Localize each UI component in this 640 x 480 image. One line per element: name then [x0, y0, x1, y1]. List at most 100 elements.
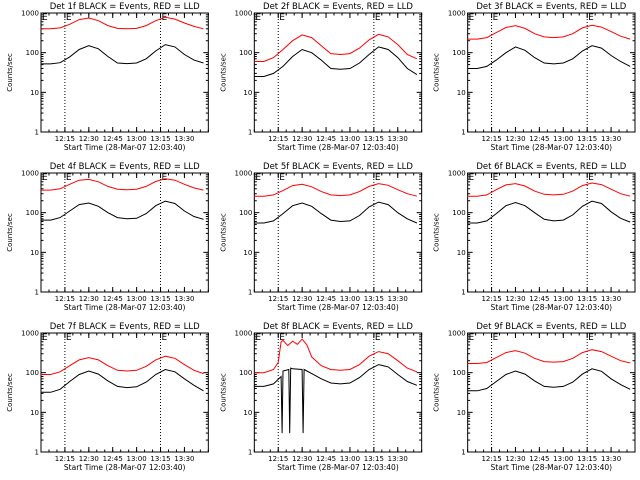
y-axis-label: Counts/sec	[219, 373, 227, 412]
series-line-events	[254, 201, 418, 224]
y-axis-label: Counts/sec	[219, 53, 227, 92]
chart-panel-7: Det 7f BLACK = Events, RED = LLD 1 10 100 10…	[6, 322, 209, 472]
y-axis-label: Counts/sec	[433, 213, 441, 252]
y-tick-label: 1000	[235, 10, 253, 18]
x-tick-label: 13:00	[127, 135, 147, 143]
chart-panel-5: Det 5f BLACK = Events, RED = LLD 1 10 100 10…	[219, 162, 423, 312]
x-tick-label: 12:15	[268, 135, 288, 143]
x-tick-label: 13:15	[577, 295, 597, 303]
chart-title: Det 6f BLACK = Events, RED = LLD	[476, 162, 626, 172]
x-tick-label: 13:15	[150, 295, 170, 303]
plot-frame	[253, 12, 423, 133]
y-axis-label: Counts/sec	[219, 213, 227, 252]
plot-frame	[253, 332, 423, 453]
plot-frame	[40, 172, 209, 293]
series-line-lld	[41, 355, 204, 375]
x-axis-label: Start Time (28-Mar-07 12:03:40)	[64, 463, 186, 472]
chart-panel-6: Det 6f BLACK = Events, RED = LLD 1 10 100 10…	[433, 162, 636, 312]
x-tick-label: 13:15	[577, 135, 597, 143]
x-tick-label: 13:30	[601, 295, 621, 303]
event-marker-label: E	[469, 13, 475, 23]
event-marker-label: E	[279, 13, 285, 23]
x-tick-label: 13:00	[340, 135, 360, 143]
x-axis-label: Start Time (28-Mar-07 12:03:40)	[491, 463, 613, 472]
y-tick-label: 1000	[21, 10, 39, 18]
y-axis-label: Counts/sec	[6, 213, 14, 252]
y-tick-label: 10	[243, 409, 252, 417]
y-tick-label: 10	[243, 89, 252, 97]
x-tick-label: 12:45	[316, 135, 336, 143]
event-marker-label: E	[66, 173, 72, 183]
y-tick-label: 10	[30, 409, 39, 417]
x-axis-label: Start Time (28-Mar-07 12:03:40)	[491, 303, 613, 312]
series-line-events	[467, 200, 631, 224]
x-tick-label: 12:30	[292, 135, 312, 143]
x-axis-label: Start Time (28-Mar-07 12:03:40)	[64, 303, 186, 312]
y-tick-label: 100	[452, 49, 465, 57]
x-tick-label: 12:15	[481, 295, 501, 303]
y-tick-label: 1000	[235, 330, 253, 338]
event-marker-label: E	[255, 173, 261, 183]
x-tick-label: 13:15	[150, 455, 170, 463]
series-line-lld	[254, 338, 418, 374]
x-tick-label: 12:15	[481, 135, 501, 143]
chart-title: Det 9f BLACK = Events, RED = LLD	[476, 322, 626, 332]
x-tick-label: 12:15	[55, 455, 75, 463]
event-marker-label: E	[279, 173, 285, 183]
x-axis-label: Start Time (28-Mar-07 12:03:40)	[277, 143, 399, 152]
series-line-lld	[467, 182, 631, 197]
y-tick-label: 1000	[21, 330, 39, 338]
y-tick-label: 10	[457, 249, 466, 257]
x-axis-label: Start Time (28-Mar-07 12:03:40)	[277, 303, 399, 312]
x-tick-label: 12:45	[316, 455, 336, 463]
chart-panel-1: Det 1f BLACK = Events, RED = LLD 1 10 100 10…	[6, 2, 209, 152]
x-tick-label: 13:30	[174, 455, 194, 463]
chart-title: Det 1f BLACK = Events, RED = LLD	[50, 2, 200, 12]
x-tick-label: 12:15	[268, 295, 288, 303]
x-tick-label: 12:45	[103, 135, 123, 143]
x-tick-label: 12:30	[79, 295, 99, 303]
x-tick-label: 13:00	[553, 135, 573, 143]
x-tick-label: 12:15	[268, 455, 288, 463]
chart-title: Det 8f BLACK = Events, RED = LLD	[263, 322, 413, 332]
x-tick-label: 12:30	[292, 295, 312, 303]
event-marker-label: E	[162, 173, 168, 183]
y-tick-label: 100	[239, 369, 252, 377]
x-axis-label: Start Time (28-Mar-07 12:03:40)	[277, 463, 399, 472]
series-line-lld	[41, 178, 204, 191]
chart-panel-4: Det 4f BLACK = Events, RED = LLD 1 10 100 10…	[6, 162, 209, 312]
chart-title: Det 2f BLACK = Events, RED = LLD	[263, 2, 413, 12]
event-marker-label: E	[469, 333, 475, 343]
x-tick-label: 12:30	[505, 135, 525, 143]
y-tick-label: 1	[461, 289, 465, 297]
event-marker-label: E	[588, 173, 594, 183]
chart-panel-2: Det 2f BLACK = Events, RED = LLD 1 10 100 10…	[219, 2, 423, 152]
series-line-events	[467, 45, 631, 69]
plot-frame	[40, 332, 209, 453]
x-tick-label: 12:30	[79, 455, 99, 463]
x-tick-label: 13:15	[577, 455, 597, 463]
x-tick-label: 13:30	[601, 455, 621, 463]
y-tick-label: 10	[457, 409, 466, 417]
x-tick-label: 12:45	[103, 295, 123, 303]
y-tick-label: 1	[248, 449, 252, 457]
x-tick-label: 13:15	[364, 455, 384, 463]
event-marker-label: E	[493, 173, 499, 183]
y-tick-label: 100	[26, 369, 39, 377]
series-line-events	[41, 200, 204, 221]
plot-frame	[253, 172, 423, 293]
y-tick-label: 1	[248, 129, 252, 137]
y-tick-label: 100	[452, 209, 465, 217]
event-marker-label: E	[493, 333, 499, 343]
event-marker-label: E	[588, 13, 594, 23]
series-line-events	[41, 44, 204, 65]
x-axis-label: Start Time (28-Mar-07 12:03:40)	[491, 143, 613, 152]
chart-panel-3: Det 3f BLACK = Events, RED = LLD 1 10 100 10…	[433, 2, 636, 152]
x-tick-label: 13:15	[364, 295, 384, 303]
x-tick-label: 13:30	[388, 455, 408, 463]
y-tick-label: 1	[35, 289, 39, 297]
x-tick-label: 12:15	[481, 455, 501, 463]
x-tick-label: 13:30	[388, 135, 408, 143]
x-tick-label: 12:30	[505, 455, 525, 463]
series-line-lld	[41, 16, 204, 30]
